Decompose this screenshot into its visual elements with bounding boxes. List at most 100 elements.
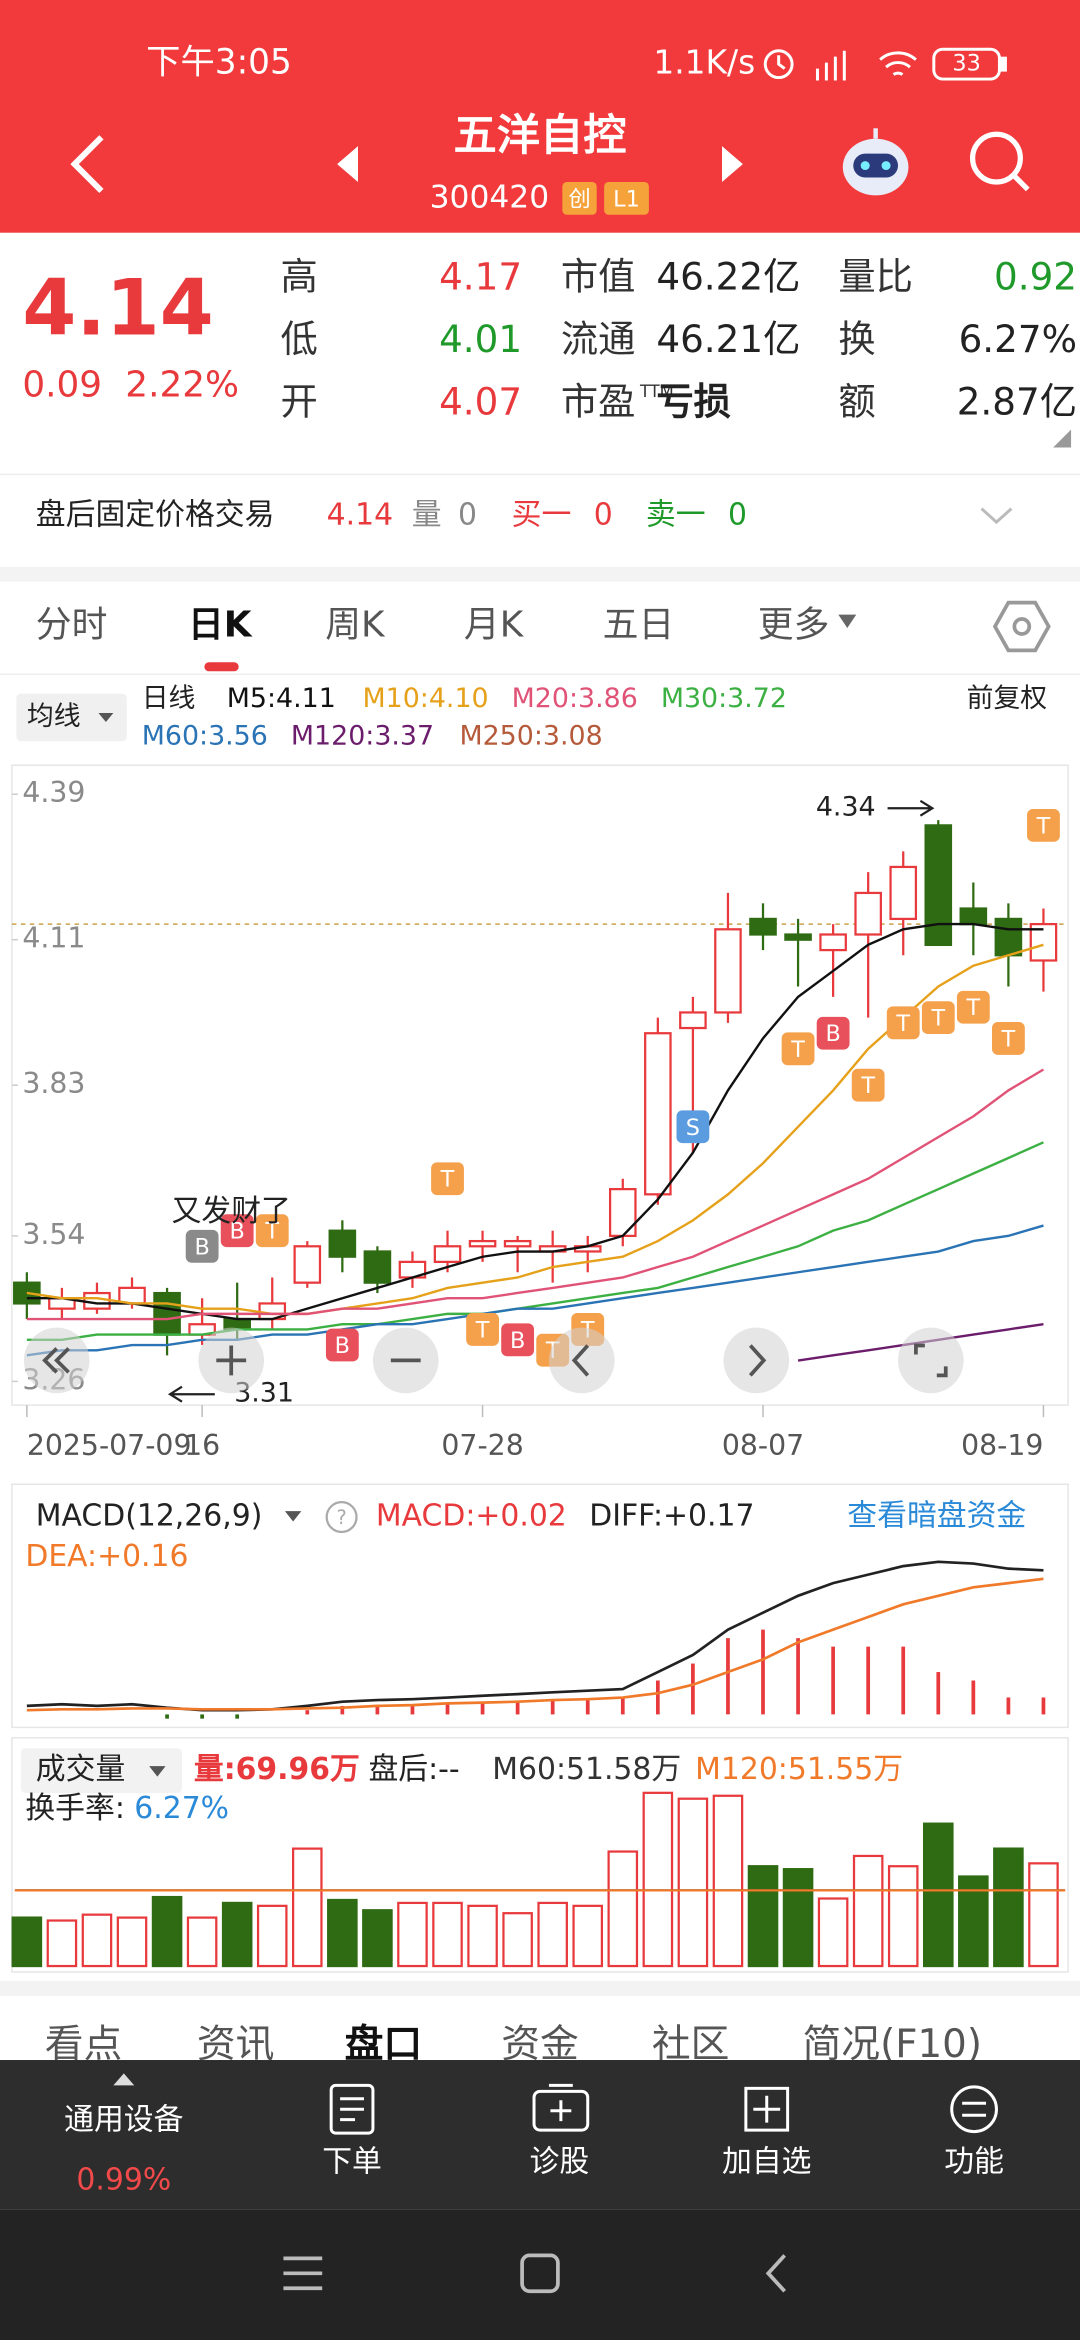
control-left[interactable] [548,1327,615,1394]
signal-label: B [335,1333,350,1359]
volume-caret [149,1766,166,1777]
adjust-label[interactable]: 前复权 [967,683,1048,714]
robot-icon[interactable] [842,128,909,196]
volume-bar [887,1865,919,1968]
ask-label: 卖一 [646,498,706,533]
candle-body [328,1229,357,1258]
period-tab[interactable]: 月K [464,605,525,646]
candle-body [153,1291,181,1336]
y-tick-label: 4.11 [22,922,85,955]
control-fullscreen[interactable] [898,1327,964,1394]
stat-value: 4.01 [439,317,522,361]
bottom-tab[interactable]: 简况(F10) [803,2022,982,2067]
bottom-tab[interactable]: 社区 [652,2022,730,2067]
high-arrow [887,799,935,817]
help-icon[interactable] [325,1501,358,1534]
volume-after-hours: 盘后:-- [368,1752,459,1787]
signal-marker [466,1313,499,1346]
chart-note: 又发财了 [172,1194,291,1229]
volume-bar [922,1822,954,1968]
stat-value: 4.07 [439,380,522,424]
expand-chevron[interactable] [980,507,1013,525]
ma-line [26,1141,1044,1342]
signal-marker [956,990,990,1024]
macd-frame [11,1483,1069,1729]
badge: L1 [613,186,640,212]
volume-bar [607,1850,639,1968]
stat-value: 4.17 [439,254,522,298]
legend-entry: M30:3.72 [661,683,787,714]
stat-label: 流通 [561,317,636,361]
macd-caret [284,1511,302,1522]
back-button[interactable] [70,135,104,194]
volume-bar [11,1916,43,1968]
nav-item[interactable]: 诊股 [530,2144,590,2179]
prev-stock[interactable] [337,146,359,182]
bottom-tabs: 看点 资讯 盘口 资金 社区 简况(F10) [45,2022,982,2067]
menu-key[interactable] [283,2256,323,2291]
volume-bar [116,1916,148,1968]
signal-label: S [686,1115,700,1141]
after-hours-label: 盘后固定价格交易 [36,498,275,533]
settings-icon[interactable] [992,600,1051,653]
legend-entry: M120:3.37 [291,720,434,751]
candle-body [959,907,988,926]
period-tab[interactable]: 分时 [36,605,108,646]
nav-item[interactable]: 下单 [322,2144,382,2179]
candle-body [889,865,918,921]
ma-button[interactable] [16,693,127,742]
bottom-tab[interactable]: 看点 [45,2022,123,2067]
macd-title[interactable]: MACD(12,26,9) [36,1499,263,1534]
signal-marker [921,1001,955,1035]
home-key[interactable] [520,2253,560,2294]
volume-bar [747,1865,779,1968]
x-tick-label: 08-19 [961,1429,1043,1462]
next-stock[interactable] [721,146,743,182]
search-icon[interactable] [969,131,1030,192]
volume-bar [362,1909,393,1968]
status-speed: 1.1K/s [653,44,755,82]
charts: 4.394.113.833.543.262025-07-091607-2808-… [11,683,1069,1968]
bottom-tab[interactable]: 盘口 [345,2022,423,2067]
control-right[interactable] [723,1327,790,1394]
bottom-nav-bg [0,2060,1080,2210]
signal-label: B [825,1021,840,1047]
bottom-tab[interactable]: 资金 [501,2022,579,2067]
after-hours-vol: 0 [458,498,477,533]
period-tab[interactable]: 五日 [603,605,675,646]
volume-bar [572,1904,604,1968]
volume-legend: M60:51.58万 [492,1752,681,1787]
badge-bg [604,181,649,215]
signal-marker [255,1214,289,1248]
nav-item[interactable]: 功能 [944,2144,1004,2179]
turnover: 6.27% [134,1791,229,1826]
expand-corner[interactable] [1053,429,1072,448]
period-tab[interactable]: 日K [188,605,253,646]
signal-marker [220,1214,254,1248]
candle-body [363,1250,392,1284]
status-time: 下午3:05 [146,43,292,83]
period-tabs: 分时 日K 周K 月K 五日 更多 [36,605,830,672]
badge: 创 [568,186,590,212]
y-tick-label: 4.39 [22,776,85,809]
signal-marker [816,1016,850,1050]
back-key[interactable] [765,2254,787,2293]
sector-name[interactable]: 通用设备 [64,2103,183,2138]
candle-body [293,1245,322,1284]
status-icons [763,47,1007,81]
volume-frame [11,1737,1069,1973]
dark-pool-link[interactable]: 查看暗盘资金 [847,1499,1026,1534]
stats-grid: 高 4.17 市值 46.22亿 量比 0.92 低 4.01 流通 46.21亿换 6.27% 开 4… [280,254,1077,423]
candle-body [749,917,777,936]
period-tab[interactable]: 周K [325,605,386,646]
volume-bar [186,1916,218,1968]
candle-body [854,891,882,936]
volume-legend: 量:69.96万 [194,1752,360,1787]
volume-button[interactable] [20,1748,182,1794]
period-tab[interactable]: 更多 [758,605,830,646]
signal-marker [501,1323,535,1357]
bottom-tab[interactable]: 资讯 [197,2022,275,2067]
nav-item[interactable]: 加自选 [722,2144,811,2179]
